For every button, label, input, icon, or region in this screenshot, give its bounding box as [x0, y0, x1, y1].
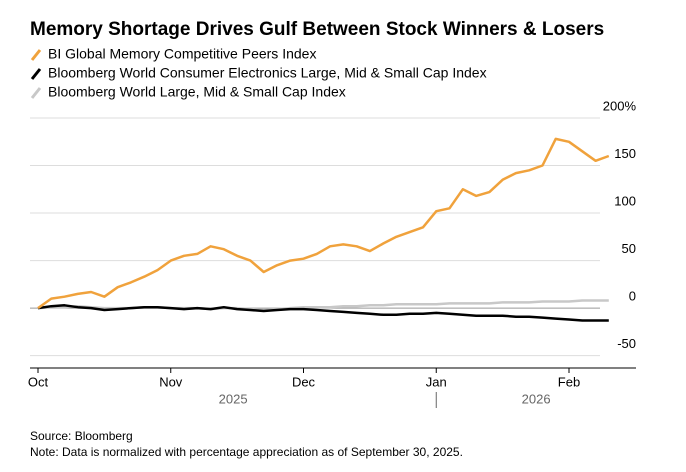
source: Source: Bloomberg: [30, 429, 133, 443]
legend-marker: [30, 68, 42, 80]
legend-label: BI Global Memory Competitive Peers Index: [48, 46, 316, 62]
x-tick-label: Dec: [292, 374, 316, 389]
legend-label: Bloomberg World Consumer Electronics Lar…: [48, 65, 487, 81]
y-tick-label: 100: [614, 193, 636, 208]
chart-title: Memory Shortage Drives Gulf Between Stoc…: [30, 19, 604, 40]
legend-marker: [30, 87, 42, 99]
series-line: [37, 137, 610, 310]
y-tick-label: 50: [622, 241, 636, 256]
legend-marker: [30, 49, 42, 61]
x-tick-label: Jan: [426, 374, 447, 389]
x-tick-label: Feb: [558, 374, 580, 389]
y-tick-label: 0: [629, 289, 636, 304]
x-year-label: 2026: [522, 391, 551, 406]
series-line: [37, 304, 609, 322]
note: Note: Data is normalized with percentage…: [30, 445, 463, 459]
y-tick-label: 200%: [603, 98, 637, 113]
legend-label: Bloomberg World Large, Mid & Small Cap I…: [48, 84, 346, 100]
y-tick-label: -50: [617, 336, 636, 351]
y-tick-label: 150: [614, 146, 636, 161]
x-tick-label: Nov: [159, 374, 183, 389]
x-tick-label: Oct: [28, 374, 49, 389]
x-year-label: 2025: [219, 391, 248, 406]
